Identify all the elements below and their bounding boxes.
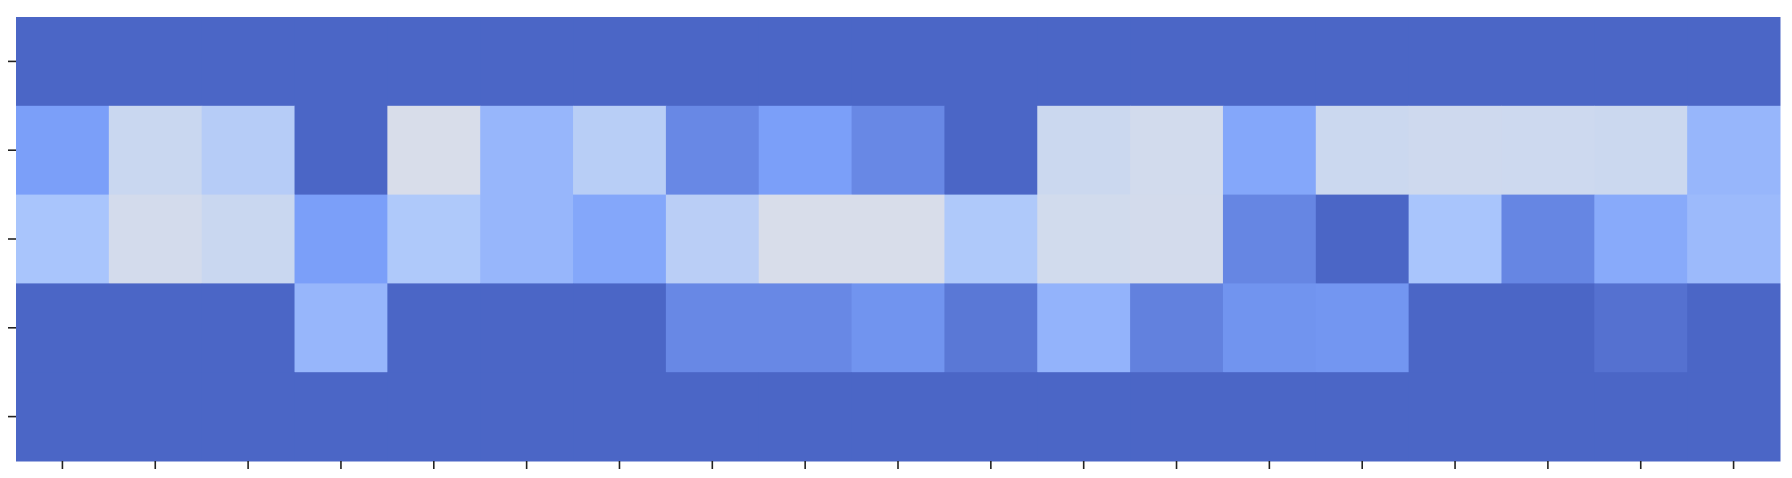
heatmap-cell [944, 194, 1038, 284]
heatmap-cell [1408, 194, 1502, 284]
heatmap-cell [1222, 194, 1317, 284]
heatmap-cell [1037, 194, 1131, 284]
heatmap-cell [665, 194, 760, 284]
heatmap-cell [480, 194, 574, 284]
heatmap-cell [16, 372, 110, 462]
heatmap-cell [665, 283, 760, 373]
heatmap-cell [665, 105, 760, 196]
heatmap-cell [1130, 372, 1224, 462]
heatmap-cell [480, 372, 574, 462]
heatmap-cell [1408, 17, 1502, 107]
heatmap-cell [387, 372, 481, 462]
heatmap-cell [573, 17, 667, 107]
heatmap-cell [1687, 372, 1781, 462]
heatmap-cell [851, 17, 945, 107]
heatmap-cell [1037, 105, 1131, 196]
heatmap-cell [294, 372, 388, 462]
heatmap-cell [480, 17, 574, 107]
heatmap-cell [758, 194, 853, 284]
heatmap-cell [1222, 105, 1317, 196]
heatmap-cell [573, 105, 667, 196]
heatmap-cell [16, 105, 110, 196]
heatmap-cell [294, 194, 388, 284]
heatmap-cell [758, 283, 853, 373]
heatmap-cell [1130, 105, 1224, 196]
heatmap-cell [1130, 194, 1224, 284]
heatmap-cell [108, 372, 203, 462]
heatmap-cell [1222, 283, 1317, 373]
heatmap-cell [16, 194, 110, 284]
heatmap-cell [1594, 372, 1688, 462]
heatmap-cell [108, 194, 203, 284]
heatmap-cell [108, 283, 203, 373]
heatmap-cell [1501, 194, 1595, 284]
heatmap-cell [665, 17, 760, 107]
heatmap-cell [16, 283, 110, 373]
heatmap-cell [201, 283, 296, 373]
heatmap-cell [1501, 105, 1595, 196]
heatmap-cell [1315, 17, 1410, 107]
heatmap-cell [1315, 194, 1410, 284]
heatmap-cell [1594, 283, 1688, 373]
heatmap-cell [573, 283, 667, 373]
heatmap-cell [944, 283, 1038, 373]
heatmap-cell [1501, 283, 1595, 373]
heatmap-cell [851, 372, 945, 462]
heatmap-cell [573, 194, 667, 284]
heatmap-cell [1501, 372, 1595, 462]
heatmap-cell [1687, 194, 1781, 284]
heatmap-cell [665, 372, 760, 462]
heatmap-cell [480, 105, 574, 196]
heatmap-cell [294, 17, 388, 107]
heatmap-cell [1408, 105, 1502, 196]
heatmap-cell [387, 17, 481, 107]
heatmap-cell [1130, 283, 1224, 373]
heatmap-cell [387, 105, 481, 196]
heatmap-cell [1315, 372, 1410, 462]
heatmap-cell [1037, 372, 1131, 462]
heatmap-cell [1687, 105, 1781, 196]
heatmap-cell [201, 17, 296, 107]
heatmap-cell [851, 194, 945, 284]
heatmap-cell [944, 105, 1038, 196]
heatmap-cell [1130, 17, 1224, 107]
heatmap-cell [201, 372, 296, 462]
heatmap-cell [1222, 17, 1317, 107]
heatmap-cell [758, 105, 853, 196]
heatmap-cell [944, 372, 1038, 462]
heatmap-cell [1594, 105, 1688, 196]
heatmap-cell [201, 194, 296, 284]
heatmap-cell [1408, 283, 1502, 373]
heatmap-cell [1687, 283, 1781, 373]
heatmap-cell [758, 17, 853, 107]
heatmap-cell [1594, 194, 1688, 284]
heatmap-cell [1037, 17, 1131, 107]
heatmap-cell [1408, 372, 1502, 462]
heatmap-cell [16, 17, 110, 107]
heatmap-cell [944, 17, 1038, 107]
heatmap-cell [573, 372, 667, 462]
heatmap-cell [294, 283, 388, 373]
heatmap-cell [758, 372, 853, 462]
heatmap-cell [1222, 372, 1317, 462]
heatmap-cell [851, 283, 945, 373]
heatmap-cell [1594, 17, 1688, 107]
heatmap-cell [1687, 17, 1781, 107]
heatmap-cell [1315, 105, 1410, 196]
heatmap-cell [851, 105, 945, 196]
heatmap-cell [387, 283, 481, 373]
heatmap-cell [108, 17, 203, 107]
heatmap-cell [1037, 283, 1131, 373]
heatmap-cell [294, 105, 388, 196]
heatmap-cell [108, 105, 203, 196]
heatmap-cell [1501, 17, 1595, 107]
heatmap-cell [480, 283, 574, 373]
heatmap-cell [1315, 283, 1410, 373]
heatmap-cell [201, 105, 296, 196]
heatmap-cell [387, 194, 481, 284]
